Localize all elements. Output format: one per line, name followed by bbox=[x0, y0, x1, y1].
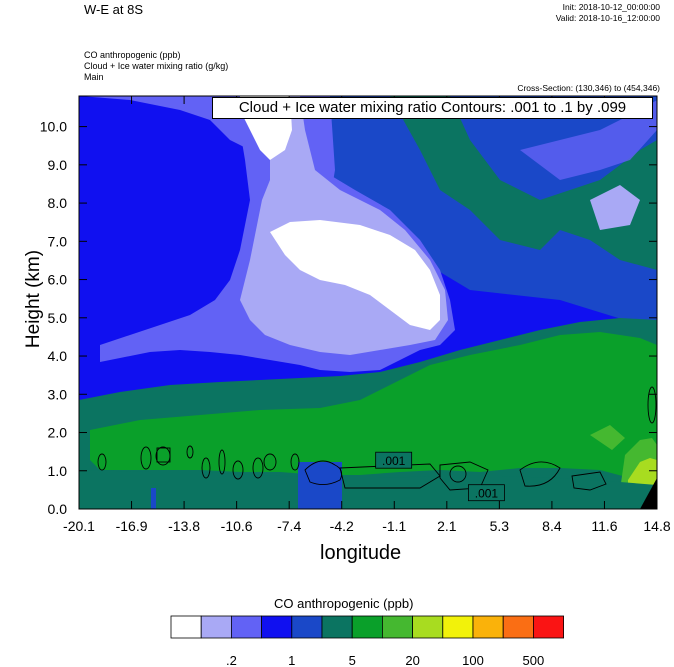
y-tick-label: 8.0 bbox=[48, 195, 68, 211]
co-field bbox=[79, 96, 657, 509]
x-tick-label: -16.9 bbox=[116, 518, 148, 534]
y-tick-label: 1.0 bbox=[48, 463, 68, 479]
field-upper-light-patch bbox=[590, 185, 640, 230]
colorbar-swatch bbox=[200, 615, 232, 639]
colorbar-swatch bbox=[412, 615, 444, 639]
init-time: Init: 2018-10-12_00:00:00 bbox=[562, 2, 660, 12]
x-tick-label: 2.1 bbox=[437, 518, 457, 534]
variable-line-co: CO anthropogenic (ppb) bbox=[84, 50, 181, 60]
field-white-core bbox=[270, 220, 440, 330]
field-light-green-patch bbox=[590, 425, 625, 450]
y-tick-label: 7.0 bbox=[48, 233, 68, 249]
y-tick-label: 10.0 bbox=[40, 119, 67, 135]
field-upper-medium-blue bbox=[520, 100, 657, 180]
colorbar-label: 1 bbox=[288, 653, 295, 667]
colorbar-label: 100 bbox=[462, 653, 484, 667]
variable-line-main: Main bbox=[84, 72, 104, 82]
terrain-corner bbox=[640, 478, 657, 509]
variable-line-cloud: Cloud + Ice water mixing ratio (g/kg) bbox=[84, 61, 229, 71]
y-axis-label: Height (km) bbox=[23, 249, 44, 349]
colorbar-swatch bbox=[351, 615, 383, 639]
colorbar-swatch bbox=[442, 615, 474, 639]
colorbar-swatch bbox=[261, 615, 293, 639]
contour-label-box bbox=[375, 451, 413, 469]
field-low-teal bbox=[79, 470, 657, 509]
x-tick-label: 11.6 bbox=[591, 518, 617, 534]
y-tick-label: 3.0 bbox=[48, 386, 68, 402]
colorbar-label: 5 bbox=[349, 653, 356, 667]
y-tick-label: 5.0 bbox=[48, 310, 68, 326]
colorbar-label: .2 bbox=[226, 653, 237, 667]
x-tick-label: -7.4 bbox=[277, 518, 301, 534]
colorbar-swatch bbox=[170, 615, 202, 639]
y-axis: 0.0 1.0 2.0 3.0 4.0 5.0 6.0 7.0 8.0 9.0 10.0 bbox=[40, 119, 657, 517]
y-tick-label: 0.0 bbox=[48, 501, 68, 517]
field-green-band bbox=[90, 332, 657, 480]
y-tick-label: 9.0 bbox=[48, 157, 68, 173]
contour-labels: .001 .001 bbox=[375, 451, 505, 502]
colorbar-swatch bbox=[230, 615, 262, 639]
plot-title: W-E at 8S bbox=[84, 2, 144, 17]
field-upper-teal bbox=[390, 96, 657, 270]
y-tick-label: 6.0 bbox=[48, 272, 68, 288]
x-tick-label: -13.8 bbox=[168, 518, 200, 534]
field-low-blue-block bbox=[298, 462, 342, 509]
colorbar-title: CO anthropogenic (ppb) bbox=[274, 596, 414, 611]
x-tick-label: 14.8 bbox=[643, 518, 670, 534]
colorbar-label: 20 bbox=[405, 653, 419, 667]
x-tick-label: -1.1 bbox=[382, 518, 406, 534]
colorbar-swatch bbox=[321, 615, 353, 639]
x-tick-label: -10.6 bbox=[221, 518, 253, 534]
colorbar: .2 1 5 20 100 500 bbox=[170, 615, 565, 667]
contour-label: .001 bbox=[382, 454, 406, 468]
contour-label: .001 bbox=[475, 487, 499, 501]
contour-label-box bbox=[468, 484, 505, 502]
plot-frame bbox=[78, 95, 658, 510]
colorbar-swatch bbox=[381, 615, 413, 639]
plot-area: .001 .001 0.0 1.0 2.0 3.0 4.0 5.0 6.0 7.0 8.0 9.0 1… bbox=[40, 95, 671, 534]
colorbar-swatch bbox=[291, 615, 323, 639]
colorbar-label: 500 bbox=[523, 653, 545, 667]
y-tick-label: 4.0 bbox=[48, 348, 68, 364]
x-tick-label: -20.1 bbox=[63, 518, 95, 534]
field-low-blue-strip bbox=[151, 488, 156, 509]
colorbar-swatch bbox=[472, 615, 504, 639]
y-tick-label: 2.0 bbox=[48, 425, 68, 441]
valid-time: Valid: 2018-10-16_12:00:00 bbox=[555, 13, 660, 23]
x-tick-label: 5.3 bbox=[490, 518, 510, 534]
colorbar-swatch bbox=[533, 615, 565, 639]
x-tick-label: -4.2 bbox=[330, 518, 354, 534]
colorbar-swatch bbox=[502, 615, 534, 639]
contour-info-box: Cloud + Ice water mixing ratio Contours:… bbox=[212, 97, 653, 119]
x-tick-label: 8.4 bbox=[542, 518, 562, 534]
cross-section-label: Cross-Section: (130,346) to (454,346) bbox=[517, 83, 660, 93]
x-axis-label: longitude bbox=[320, 542, 402, 564]
